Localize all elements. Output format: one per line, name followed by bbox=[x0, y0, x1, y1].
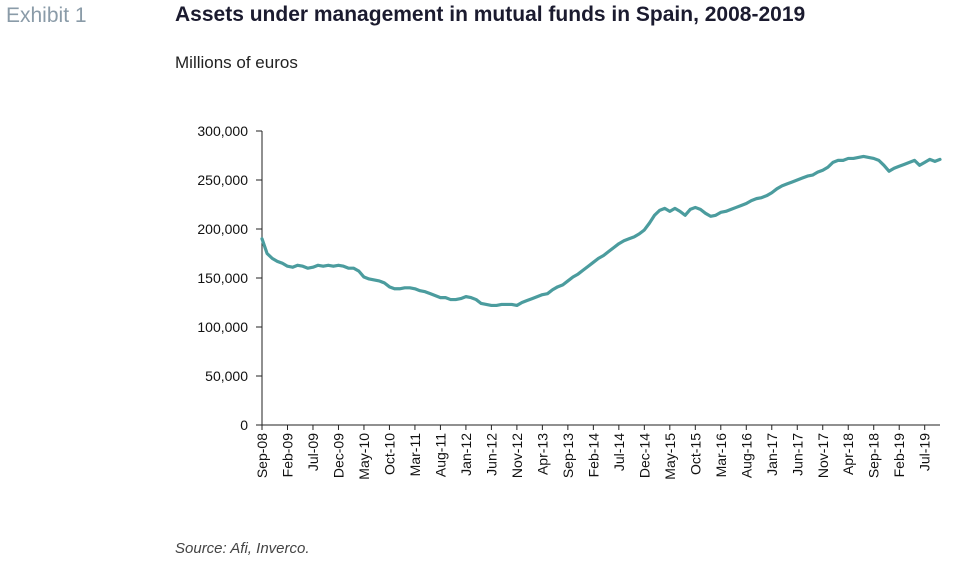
chart-title: Assets under management in mutual funds … bbox=[175, 3, 806, 26]
x-tick-label: Aug-16 bbox=[738, 433, 754, 478]
y-axis: 0 50,000 100,000 150,000 200,000 250,000 300,0… bbox=[197, 123, 263, 433]
y-tick-label: 50,000 bbox=[205, 368, 248, 384]
x-tick-label: Jul-09 bbox=[305, 433, 321, 471]
y-tick-label: 0 bbox=[240, 417, 248, 433]
chart-source: Source: Afi, Inverco. bbox=[175, 540, 310, 557]
y-tick-label: 150,000 bbox=[197, 270, 248, 286]
x-tick-label: Oct-15 bbox=[687, 433, 703, 475]
x-tick-label: Jan-12 bbox=[458, 433, 474, 476]
x-tick-label: Nov-17 bbox=[815, 433, 831, 478]
x-tick-label: Feb-19 bbox=[891, 433, 907, 478]
x-tick-label: Feb-09 bbox=[279, 433, 295, 478]
series-group bbox=[260, 154, 942, 308]
series-line bbox=[260, 154, 942, 308]
y-tick-label: 250,000 bbox=[197, 172, 248, 188]
x-tick-label: Sep-13 bbox=[560, 433, 576, 478]
x-tick-label: Sep-18 bbox=[866, 433, 882, 478]
x-tick-label: Jun-12 bbox=[483, 433, 499, 476]
x-tick-label: Apr-13 bbox=[534, 433, 550, 475]
exhibit-label: Exhibit 1 bbox=[6, 4, 87, 27]
x-tick-label: Jul-19 bbox=[917, 433, 933, 471]
x-tick-label: Jun-17 bbox=[789, 433, 805, 476]
x-tick-label: Aug-11 bbox=[432, 433, 448, 477]
x-tick-label: Sep-08 bbox=[254, 433, 270, 478]
x-tick-label: Mar-11 bbox=[407, 433, 423, 477]
y-tick-label: 300,000 bbox=[197, 123, 248, 139]
x-axis: Sep-08 Feb-09 Jul-09 Dec-09 May-10 Oct-10 Mar-… bbox=[254, 424, 940, 480]
x-tick-label: Apr-18 bbox=[840, 433, 856, 475]
x-tick-label: Feb-14 bbox=[585, 433, 601, 478]
x-tick-label: Nov-12 bbox=[509, 433, 525, 478]
x-tick-label: May-15 bbox=[662, 433, 678, 480]
x-tick-label: Oct-10 bbox=[381, 433, 397, 475]
y-tick-label: 200,000 bbox=[197, 221, 248, 237]
y-tick-label: 100,000 bbox=[197, 319, 248, 335]
chart-subtitle: Millions of euros bbox=[175, 53, 298, 72]
x-tick-label: Jul-14 bbox=[611, 433, 627, 471]
x-tick-label: Dec-09 bbox=[330, 433, 346, 478]
x-tick-label: May-10 bbox=[356, 433, 372, 480]
x-tick-label: Dec-14 bbox=[636, 433, 652, 478]
x-tick-label: Mar-16 bbox=[713, 433, 729, 478]
x-tick-label: Jan-17 bbox=[764, 433, 780, 476]
